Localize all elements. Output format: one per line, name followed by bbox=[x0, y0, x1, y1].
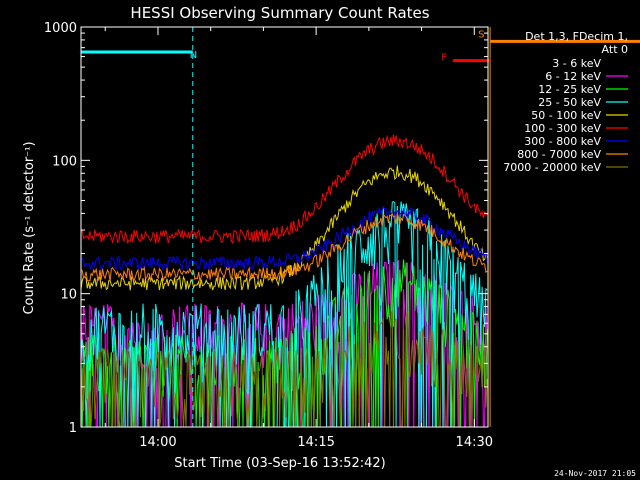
flag-label-s: S bbox=[478, 29, 484, 40]
legend-label: 3 - 6 keV bbox=[552, 57, 601, 70]
legend-label: 100 - 300 keV bbox=[524, 122, 601, 135]
y-tick-label: 10 bbox=[60, 288, 77, 303]
plot-frame bbox=[80, 26, 489, 428]
series-line bbox=[80, 311, 488, 428]
y-axis-label: Count Rate (s⁻¹ detector⁻¹) bbox=[22, 141, 37, 314]
series-7000-20000-kev bbox=[80, 311, 488, 428]
series-100-300-kev bbox=[80, 134, 488, 245]
plot-timestamp: 24-Nov-2017 21:05 bbox=[554, 469, 636, 478]
flag-label-f: F bbox=[441, 53, 447, 64]
legend-label: 25 - 50 keV bbox=[538, 96, 601, 109]
legend-label: 800 - 7000 keV bbox=[517, 148, 601, 161]
legend-label: 12 - 25 keV bbox=[538, 83, 601, 96]
x-axis-label: Start Time (03-Sep-16 13:52:42) bbox=[174, 456, 385, 471]
axis-ticks: 14:00 14:15 14:30 1 10 100 1000 bbox=[44, 21, 493, 450]
legend-label: 300 - 800 keV bbox=[524, 135, 601, 148]
x-tick-label: 14:00 bbox=[139, 435, 176, 450]
legend-label: 6 - 12 keV bbox=[545, 70, 601, 83]
series-line bbox=[80, 212, 488, 282]
chart-title: HESSI Observing Summary Count Rates bbox=[130, 4, 429, 22]
x-tick-label: 14:30 bbox=[456, 435, 493, 450]
y-tick-label: 100 bbox=[52, 154, 77, 169]
series-800-7000-kev bbox=[80, 212, 488, 282]
series-line bbox=[80, 134, 488, 245]
x-tick-label: 14:15 bbox=[297, 435, 334, 450]
legend-label: 50 - 100 keV bbox=[531, 109, 601, 122]
legend-header: Det 1,3, FDecim 1, bbox=[525, 30, 628, 43]
flag-label-n: N bbox=[190, 50, 197, 61]
legend-label: 7000 - 20000 keV bbox=[503, 161, 601, 174]
y-tick-label: 1000 bbox=[44, 21, 77, 36]
axes-frame bbox=[80, 26, 489, 428]
y-tick-label: 1 bbox=[69, 421, 77, 436]
legend-header: Att 0 bbox=[602, 43, 628, 56]
